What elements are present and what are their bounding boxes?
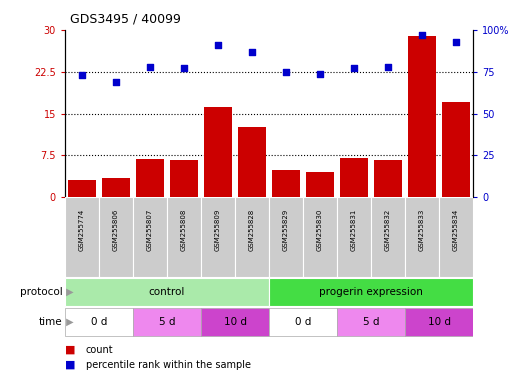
Point bbox=[418, 32, 426, 38]
Point bbox=[78, 72, 86, 78]
Bar bbox=[303, 197, 337, 277]
Point bbox=[384, 64, 392, 70]
Point bbox=[248, 49, 256, 55]
Text: GSM255828: GSM255828 bbox=[249, 209, 255, 251]
Point bbox=[350, 65, 358, 71]
Text: GSM255834: GSM255834 bbox=[453, 209, 459, 251]
Text: 5 d: 5 d bbox=[363, 317, 379, 327]
Bar bbox=[407, 36, 437, 197]
Text: GSM255831: GSM255831 bbox=[351, 209, 357, 252]
Text: ▶: ▶ bbox=[63, 317, 73, 327]
Bar bbox=[269, 197, 303, 277]
Bar bbox=[170, 160, 199, 197]
Bar bbox=[371, 197, 405, 277]
Point bbox=[180, 65, 188, 71]
Point bbox=[146, 64, 154, 70]
Text: ■: ■ bbox=[65, 360, 79, 370]
Text: GSM255807: GSM255807 bbox=[147, 209, 153, 252]
Bar bbox=[65, 278, 269, 306]
Bar bbox=[133, 308, 201, 336]
Bar bbox=[373, 160, 403, 197]
Bar bbox=[235, 197, 269, 277]
Bar bbox=[271, 170, 301, 197]
Bar bbox=[65, 308, 133, 336]
Text: 5 d: 5 d bbox=[159, 317, 175, 327]
Point bbox=[316, 71, 324, 77]
Text: percentile rank within the sample: percentile rank within the sample bbox=[86, 360, 250, 370]
Point bbox=[112, 79, 120, 85]
Text: GDS3495 / 40099: GDS3495 / 40099 bbox=[70, 12, 181, 25]
Bar bbox=[340, 158, 368, 197]
Text: GSM255808: GSM255808 bbox=[181, 209, 187, 252]
Bar bbox=[405, 197, 439, 277]
Text: GSM255806: GSM255806 bbox=[113, 209, 119, 252]
Text: GSM255832: GSM255832 bbox=[385, 209, 391, 251]
Bar bbox=[337, 308, 405, 336]
Text: control: control bbox=[149, 287, 185, 297]
Bar bbox=[439, 197, 473, 277]
Text: 10 d: 10 d bbox=[427, 317, 450, 327]
Bar bbox=[337, 197, 371, 277]
Text: ■: ■ bbox=[65, 345, 79, 355]
Bar bbox=[133, 197, 167, 277]
Bar bbox=[135, 159, 165, 197]
Bar bbox=[306, 172, 334, 197]
Bar bbox=[405, 308, 473, 336]
Bar bbox=[204, 107, 232, 197]
Bar bbox=[102, 177, 130, 197]
Text: progerin expression: progerin expression bbox=[319, 287, 423, 297]
Text: GSM255830: GSM255830 bbox=[317, 209, 323, 252]
Text: 0 d: 0 d bbox=[295, 317, 311, 327]
Bar bbox=[167, 197, 201, 277]
Bar bbox=[442, 103, 470, 197]
Text: protocol: protocol bbox=[19, 287, 63, 297]
Point bbox=[214, 42, 222, 48]
Text: count: count bbox=[86, 345, 113, 355]
Text: GSM255829: GSM255829 bbox=[283, 209, 289, 251]
Bar bbox=[269, 278, 473, 306]
Text: ▶: ▶ bbox=[63, 287, 73, 297]
Bar bbox=[99, 197, 133, 277]
Text: GSM255774: GSM255774 bbox=[79, 209, 85, 251]
Bar bbox=[201, 197, 235, 277]
Point bbox=[282, 69, 290, 75]
Text: GSM255833: GSM255833 bbox=[419, 209, 425, 252]
Text: 0 d: 0 d bbox=[91, 317, 107, 327]
Bar bbox=[68, 180, 96, 197]
Bar bbox=[65, 197, 99, 277]
Text: time: time bbox=[39, 317, 63, 327]
Bar bbox=[238, 127, 266, 197]
Text: 10 d: 10 d bbox=[224, 317, 247, 327]
Bar bbox=[201, 308, 269, 336]
Point bbox=[452, 39, 460, 45]
Bar bbox=[269, 308, 337, 336]
Text: GSM255809: GSM255809 bbox=[215, 209, 221, 252]
